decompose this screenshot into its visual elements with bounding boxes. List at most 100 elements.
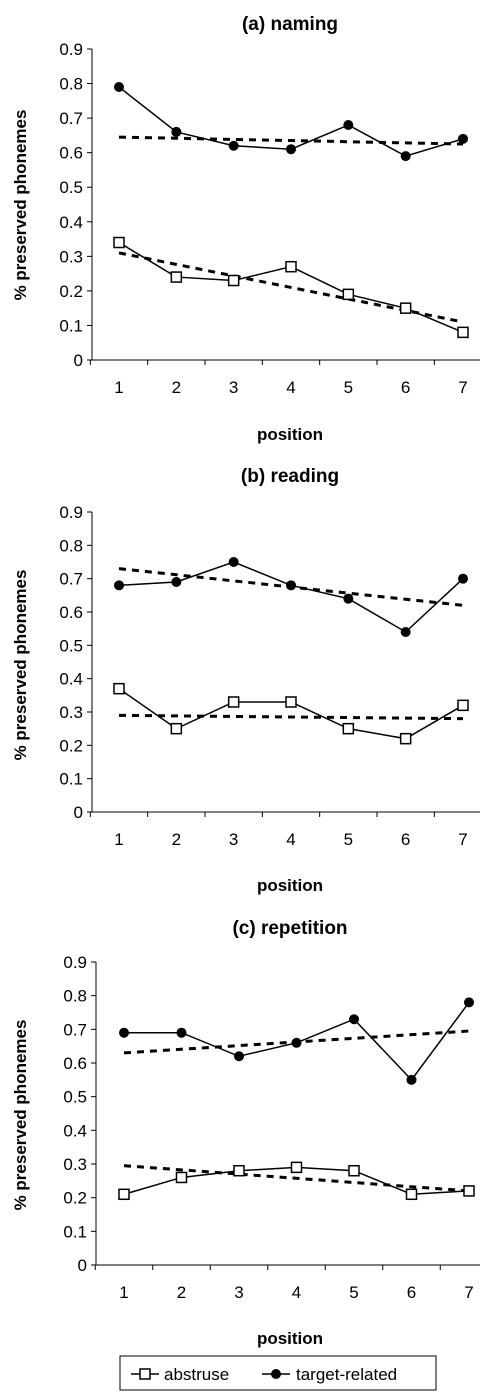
data-point-target-related: [343, 120, 354, 131]
data-point-abstruse: [233, 1164, 245, 1177]
data-point-target-related: [349, 1014, 359, 1025]
data-point-target-related: [228, 140, 239, 151]
data-point-target-related: [114, 82, 124, 93]
data-point-target-related: [458, 573, 468, 584]
y-tick-label: 0.1: [63, 1222, 87, 1241]
x-tick-label: 7: [458, 830, 467, 849]
data-point-target-related: [406, 1074, 417, 1085]
axes: [87, 511, 480, 817]
y-tick-label: 0.8: [59, 75, 83, 94]
filled-circle-icon: [271, 1369, 281, 1379]
y-tick-labels: 0 0.1 0.2 0.3 0.4 0.5 0.6 0.7 0.8 0.9: [59, 503, 83, 822]
x-tick-label: 3: [234, 1283, 243, 1302]
data-point-abstruse: [399, 732, 412, 745]
data-point-target-related: [176, 1027, 187, 1038]
x-axis-label: position: [257, 876, 323, 895]
x-tick-label: 6: [401, 830, 410, 849]
y-tick-label: 0.2: [59, 736, 83, 755]
series-group: [113, 557, 469, 745]
data-point-target-related: [400, 627, 411, 637]
y-tick-label: 0.8: [63, 987, 87, 1006]
y-tick-label: 0.7: [63, 1020, 87, 1039]
x-axis-label: position: [257, 425, 323, 444]
data-point-abstruse: [285, 260, 297, 273]
y-tick-label: 0.6: [63, 1054, 87, 1073]
y-tick-label: 0.8: [59, 536, 83, 555]
y-tick-label: 0.5: [59, 636, 83, 655]
x-tick-labels: 1 2 3 4 5 6 7: [119, 1283, 473, 1302]
x-tick-label: 2: [172, 830, 181, 849]
data-point-target-related: [286, 580, 296, 591]
open-square-icon: [139, 1368, 151, 1380]
chart-title: (c) repetition: [232, 918, 347, 939]
data-point-target-related: [464, 997, 474, 1008]
data-point-abstruse: [227, 274, 240, 287]
y-tick-label: 0.9: [59, 40, 83, 59]
legend-item-target-related: target-related: [262, 1365, 397, 1384]
series-group: [118, 997, 475, 1201]
x-tick-labels: 1 2 3 4 5 6 7: [114, 830, 467, 849]
trendline: [123, 1164, 470, 1193]
trendlines: [118, 567, 464, 721]
data-point-abstruse: [348, 1164, 360, 1177]
legend: abstruse target-related: [119, 1355, 437, 1391]
data-point-abstruse: [342, 288, 355, 301]
y-tick-label: 0.1: [59, 316, 83, 335]
x-tick-label: 2: [177, 1283, 186, 1302]
y-tick-label: 0.7: [59, 109, 83, 128]
y-tick-label: 0.2: [63, 1189, 87, 1208]
x-tick-label: 4: [292, 1283, 301, 1302]
x-tick-label: 3: [229, 830, 238, 849]
y-tick-label: 0.5: [59, 178, 83, 197]
y-tick-label: 0: [74, 803, 83, 822]
chart-title: (a) naming: [242, 14, 338, 35]
panel-reading: (b) reading % preserved phonemes 0 0.1 0.2…: [11, 466, 480, 895]
chart-title: (b) reading: [241, 466, 339, 487]
x-tick-label: 1: [119, 1283, 128, 1302]
y-tick-labels: 0 0.1 0.2 0.3 0.4 0.5 0.6 0.7 0.8 0.9: [63, 953, 87, 1275]
x-axis-label: position: [257, 1329, 323, 1348]
y-tick-label: 0.4: [63, 1121, 87, 1140]
data-point-target-related: [343, 593, 354, 604]
data-point-target-related: [171, 126, 182, 137]
y-tick-label: 0.2: [59, 282, 83, 301]
y-tick-label: 0.1: [59, 770, 83, 789]
y-tick-label: 0.4: [59, 670, 83, 689]
y-tick-label: 0.6: [59, 144, 83, 163]
data-point-target-related: [228, 557, 239, 567]
data-point-abstruse: [405, 1188, 418, 1201]
legend-label: abstruse: [164, 1365, 229, 1384]
axes: [87, 48, 480, 365]
data-point-target-related: [171, 577, 182, 587]
data-point-abstruse: [457, 699, 469, 712]
series-line-target-related: [118, 561, 464, 633]
y-tick-label: 0.4: [59, 213, 83, 232]
data-point-abstruse: [463, 1185, 475, 1197]
y-tick-label: 0: [74, 351, 83, 370]
data-point-abstruse: [113, 682, 125, 695]
x-tick-label: 5: [349, 1283, 358, 1302]
data-point-abstruse: [118, 1188, 130, 1201]
legend-label: target-related: [296, 1365, 397, 1384]
panel-repetition: (c) repetition % preserved phonemes 0 0.1…: [11, 918, 480, 1348]
y-tick-label: 0.5: [63, 1088, 87, 1107]
x-tick-label: 7: [458, 378, 467, 397]
y-tick-label: 0.3: [59, 247, 83, 266]
data-point-abstruse: [227, 696, 240, 708]
data-point-abstruse: [175, 1171, 188, 1184]
x-tick-labels: 1 2 3 4 5 6 7: [114, 378, 467, 397]
axes: [91, 961, 480, 1270]
x-tick-label: 2: [172, 378, 181, 397]
data-point-target-related: [286, 144, 296, 155]
y-tick-labels: 0 0.1 0.2 0.3 0.4 0.5 0.6 0.7 0.8 0.9: [59, 40, 83, 370]
data-point-abstruse: [170, 722, 183, 735]
data-point-abstruse: [342, 722, 355, 735]
series-group: [113, 82, 469, 339]
y-tick-label: 0.9: [63, 953, 87, 972]
trendline: [118, 713, 464, 721]
data-point-abstruse: [290, 1161, 303, 1174]
y-tick-label: 0.7: [59, 570, 83, 589]
y-axis-label: % preserved phonemes: [11, 570, 30, 761]
data-point-target-related: [400, 151, 411, 162]
